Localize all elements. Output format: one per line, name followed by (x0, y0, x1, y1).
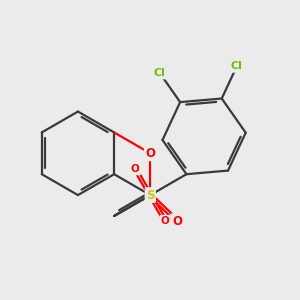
Text: O: O (161, 216, 170, 226)
Text: O: O (145, 147, 155, 160)
Text: Cl: Cl (231, 61, 243, 71)
Text: O: O (172, 214, 182, 228)
Text: Cl: Cl (154, 68, 166, 78)
Text: O: O (131, 164, 140, 174)
Text: S: S (146, 189, 154, 202)
